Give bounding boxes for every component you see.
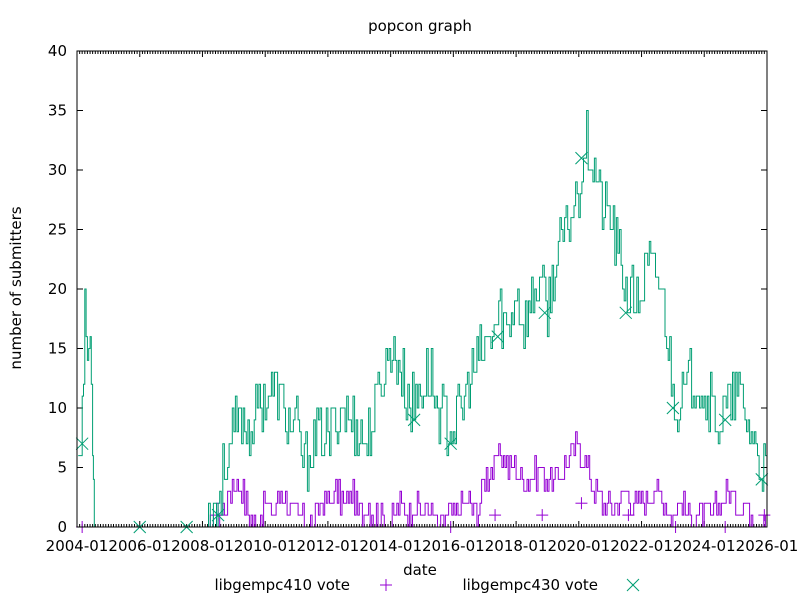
x-tick-label: 2010-01 <box>234 537 297 555</box>
x-tick-label: 2022-01 <box>610 537 673 555</box>
chart-title: popcon graph <box>368 17 472 35</box>
x-tick-label: 2016-01 <box>422 537 485 555</box>
legend-item: libgempc410 vote <box>214 576 392 594</box>
series-marker <box>622 509 635 522</box>
x-axis-label: date <box>403 561 437 579</box>
series-marker <box>666 401 680 415</box>
y-axis-label: number of submitters <box>7 206 25 369</box>
series-1 <box>76 431 771 533</box>
x-tick-label: 2008-01 <box>171 537 234 555</box>
plot-frame <box>76 50 768 528</box>
x-tick-label: 2014-01 <box>359 537 422 555</box>
legend-marker <box>626 578 640 592</box>
series-marker <box>75 437 89 451</box>
series-marker <box>489 509 502 522</box>
series-marker <box>211 508 225 522</box>
y-tick-label: 0 <box>57 518 67 536</box>
y-tick-label: 20 <box>48 280 67 298</box>
x-tick-label: 2006-01 <box>108 537 171 555</box>
x-tick-label: 2018-01 <box>485 537 548 555</box>
y-tick-label: 30 <box>48 161 67 179</box>
series-marker <box>536 509 549 522</box>
series-marker <box>491 330 505 343</box>
y-tick-label: 5 <box>57 459 67 477</box>
series-marker <box>758 509 771 522</box>
y-tick-label: 25 <box>48 221 67 239</box>
series-marker <box>718 413 732 427</box>
x-tick-label: 2024-01 <box>673 537 736 555</box>
x-tick-label: 2026-01 <box>736 537 799 555</box>
series-marker <box>575 497 588 510</box>
series-marker <box>444 437 458 451</box>
y-tick-label: 35 <box>48 102 67 120</box>
series-marker <box>538 306 552 320</box>
series-marker <box>407 413 421 427</box>
series-marker <box>619 306 633 320</box>
series-marker <box>575 151 588 165</box>
x-tick-label: 2012-01 <box>297 537 360 555</box>
x-tick-label: 2004-01 <box>46 537 109 555</box>
series-2 <box>75 110 769 534</box>
legend-item: libgempc430 vote <box>462 576 640 594</box>
legend: libgempc410 vote libgempc430 vote <box>214 576 640 594</box>
legend-label: libgempc410 vote <box>214 576 350 594</box>
series-line <box>78 110 768 528</box>
y-tick-label: 15 <box>48 340 67 358</box>
series-layer <box>75 110 771 534</box>
y-tick-label: 10 <box>48 399 67 417</box>
y-tick-label: 40 <box>48 42 67 60</box>
series-marker <box>755 473 769 486</box>
legend-marker <box>380 579 392 591</box>
series-line <box>82 431 768 528</box>
legend-label: libgempc430 vote <box>462 576 598 594</box>
x-tick-label: 2020-01 <box>547 537 610 555</box>
